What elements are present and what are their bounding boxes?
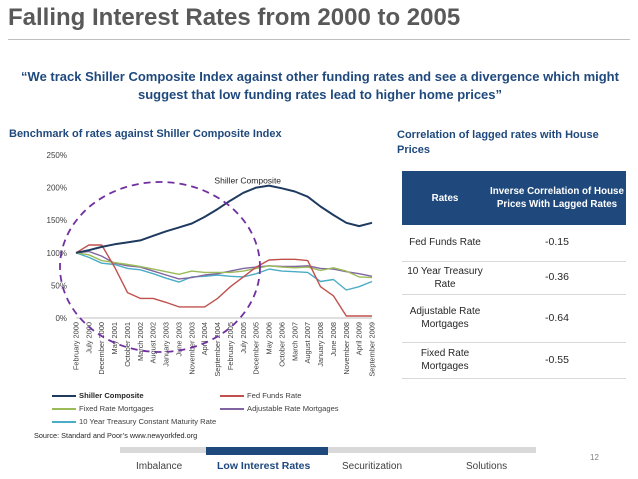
legend-swatch	[52, 420, 76, 423]
y-tick-label: 50%	[51, 281, 67, 290]
x-tick-label: January 2008	[316, 322, 325, 367]
legend-swatch	[220, 394, 244, 397]
legend-item-fixed: Fixed Rate Mortgages	[52, 404, 154, 413]
rate-name: Fed Funds Rate	[402, 225, 488, 262]
y-tick-label: 0%	[55, 314, 67, 323]
rate-value: -0.15	[488, 225, 626, 262]
series-line-10-year-treasury-constant-maturity-rate	[75, 252, 373, 291]
table-row: 10 Year Treasury Rate -0.36	[402, 261, 626, 295]
rate-value: -0.55	[488, 342, 626, 379]
x-tick-label: December 2000	[97, 322, 106, 375]
legend-label: Shiller Composite	[79, 391, 144, 400]
x-tick-label: February 2000	[72, 322, 81, 370]
x-tick-label: April 2004	[200, 322, 209, 355]
x-tick-label: September 2004	[213, 322, 222, 377]
rate-value: -0.64	[488, 294, 626, 343]
legend-item-fed-funds: Fed Funds Rate	[220, 391, 301, 400]
legend-item-shiller: Shiller Composite	[52, 391, 144, 400]
series-line-fixed-rate-mortgages	[75, 252, 373, 279]
x-tick-label: November 2008	[342, 322, 351, 375]
series-line-shiller-composite	[75, 184, 373, 254]
x-tick-label: May 2001	[110, 322, 119, 354]
x-tick-label: May 2006	[265, 322, 274, 354]
x-tick-label: October 2001	[123, 322, 132, 367]
header-correlation: Inverse Correlation of House Prices With…	[488, 171, 626, 225]
y-tick-label: 200%	[47, 184, 67, 193]
series-line-fed-funds-rate	[75, 244, 372, 317]
table-row: Fixed Rate Mortgages -0.55	[402, 342, 626, 379]
legend-label: Adjustable Rate Mortgages	[247, 404, 339, 413]
rate-name: Fixed Rate Mortgages	[402, 342, 488, 379]
legend-label: Fed Funds Rate	[247, 391, 302, 400]
chart-heading: Benchmark of rates against Shiller Compo…	[9, 128, 282, 140]
x-tick-label: August 2007	[303, 322, 312, 364]
table-row: Adjustable Rate Mortgages -0.64	[402, 294, 626, 343]
quote-text: “We track Shiller Composite Index agains…	[21, 69, 619, 102]
x-tick-label: December 2005	[252, 322, 261, 375]
series-label-shiller: Shiller Composite	[214, 176, 281, 186]
x-tick-label: July 2000	[84, 322, 93, 354]
source-note: Source: Standard and Poor’s www.newyorkf…	[34, 431, 198, 440]
series-lines	[75, 184, 373, 317]
annotation-ellipse	[59, 181, 261, 353]
nav-item-low-interest-rates[interactable]: Low Interest Rates	[217, 460, 311, 472]
x-axis: February 2000 July 2000 December 2000 May 2…	[72, 322, 377, 377]
page-number: 12	[590, 453, 599, 462]
legend-label: Fixed Rate Mortgages	[79, 404, 154, 413]
series-line-adjustable-rate-mortgages	[75, 250, 373, 280]
x-tick-label: June 2003	[174, 322, 183, 357]
correlation-heading: Correlation of lagged rates with House P…	[397, 129, 599, 156]
x-tick-label: October 2006	[277, 322, 286, 367]
legend-label: 10 Year Treasury Constant Maturity Rate	[79, 417, 217, 426]
x-tick-label: June 2008	[329, 322, 338, 357]
correlation-table: Rates Inverse Correlation of House Price…	[402, 171, 626, 379]
legend-item-adjustable: Adjustable Rate Mortgages	[220, 404, 339, 413]
section-progress-bar	[120, 447, 536, 453]
y-tick-label: 250%	[47, 151, 67, 160]
x-tick-label: January 2003	[162, 322, 171, 367]
rate-name: Adjustable Rate Mortgages	[402, 294, 488, 343]
rate-name: 10 Year Treasury Rate	[402, 261, 488, 295]
x-tick-label: August 2002	[149, 322, 158, 364]
legend-item-treasury: 10 Year Treasury Constant Maturity Rate	[52, 417, 216, 426]
title-divider	[8, 39, 630, 40]
legend-swatch	[220, 407, 244, 410]
section-progress-active	[206, 447, 328, 455]
y-tick-label: 100%	[47, 249, 67, 258]
x-tick-label: April 2009	[355, 322, 364, 355]
highlight-ellipse	[59, 181, 261, 353]
x-tick-label: March 2007	[290, 322, 299, 361]
rate-value: -0.36	[488, 261, 626, 295]
nav-item-imbalance[interactable]: Imbalance	[136, 461, 183, 472]
nav-item-securitization[interactable]: Securitization	[342, 461, 403, 472]
nav-item-solutions[interactable]: Solutions	[466, 461, 508, 472]
header-rates: Rates	[402, 171, 488, 225]
table-row: Fed Funds Rate -0.15	[402, 225, 626, 262]
legend-swatch	[52, 407, 76, 410]
y-axis: 0% 50% 100% 150% 200% 250%	[47, 151, 372, 323]
rates-line-chart: 0%50%100%150%200%250% February 2000 July …	[47, 151, 377, 377]
x-tick-label: March 2002	[136, 322, 145, 361]
x-tick-label: February 2005	[226, 322, 235, 370]
x-tick-label: September 2009	[368, 322, 377, 377]
x-tick-label: July 2005	[239, 322, 248, 354]
legend-swatch	[52, 394, 76, 397]
y-tick-label: 150%	[47, 216, 67, 225]
slide-title: Falling Interest Rates from 2000 to 2005	[8, 4, 461, 31]
